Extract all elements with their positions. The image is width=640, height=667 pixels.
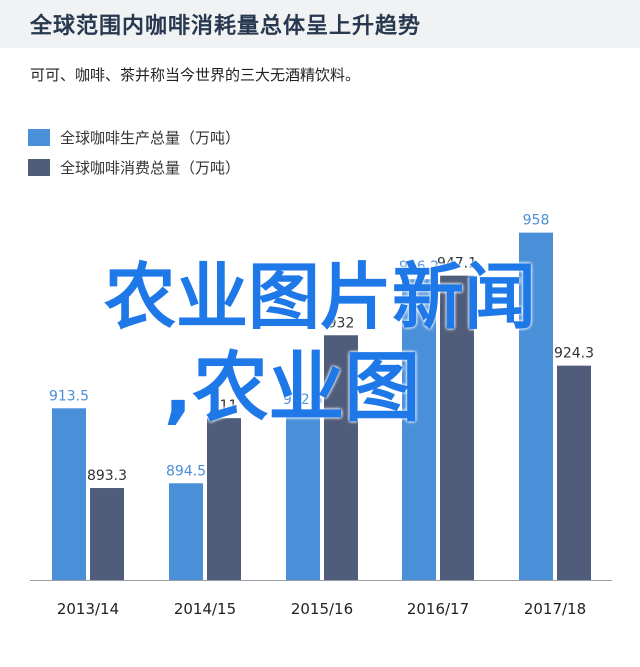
bar-consumption-2 <box>324 335 358 580</box>
data-label-consumption-1: 911 <box>211 398 238 414</box>
chart-legend: 全球咖啡生产总量（万吨） 全球咖啡消费总量（万吨） <box>28 122 240 182</box>
legend-swatch-production <box>28 128 50 146</box>
bar-consumption-0 <box>90 488 124 580</box>
data-label-consumption-0: 893.3 <box>87 468 127 484</box>
bar-production-0 <box>52 408 86 580</box>
legend-label-production: 全球咖啡生产总量（万吨） <box>60 128 241 147</box>
legend-item-production: 全球咖啡生产总量（万吨） <box>28 122 240 152</box>
chart-title: 全球范围内咖啡消耗量总体呈上升趋势 <box>30 14 422 39</box>
bar-consumption-3 <box>440 275 474 580</box>
data-label-production-0: 913.5 <box>49 388 89 404</box>
legend-swatch-consumption <box>28 158 50 176</box>
x-tick-label-2: 2015/16 <box>291 600 353 618</box>
data-label-production-2: 912.5 <box>283 392 323 408</box>
x-tick-label-0: 2013/14 <box>57 600 119 618</box>
data-label-production-3: 946.2 <box>399 259 439 275</box>
data-label-production-4: 958 <box>523 213 550 229</box>
x-tick-label-4: 2017/18 <box>524 600 586 618</box>
overlay-headline: 农业图片新闻 <box>103 255 536 339</box>
data-label-consumption-2: 932 <box>328 315 355 331</box>
data-label-consumption-3: 947.1 <box>437 256 477 272</box>
x-tick-label-1: 2014/15 <box>174 600 236 618</box>
data-label-consumption-4: 924.3 <box>554 346 594 362</box>
header-band: 全球范围内咖啡消耗量总体呈上升趋势 <box>0 0 640 48</box>
bar-production-1 <box>169 483 203 580</box>
bar-production-3 <box>402 279 436 580</box>
data-label-production-1: 894.5 <box>166 463 206 479</box>
bar-production-2 <box>286 412 320 580</box>
x-tick-label-3: 2016/17 <box>407 600 469 618</box>
legend-label-consumption: 全球咖啡消费总量（万吨） <box>60 158 241 177</box>
bar-production-4 <box>519 232 553 580</box>
chart-subtitle: 可可、咖啡、茶并称当今世界的三大无酒精饮料。 <box>30 66 361 84</box>
overlay-subheadline: ,农业图 <box>163 343 421 432</box>
bar-consumption-1 <box>207 418 241 580</box>
legend-item-consumption: 全球咖啡消费总量（万吨） <box>28 152 240 182</box>
bar-consumption-4 <box>557 365 591 580</box>
